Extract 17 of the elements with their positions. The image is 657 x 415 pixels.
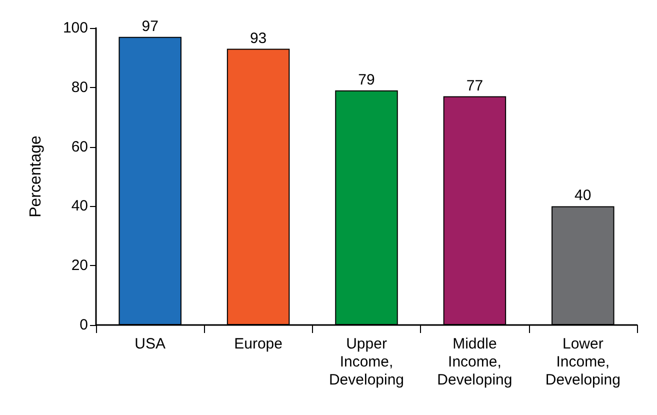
x-tick-label: Upper Income, Developing <box>328 336 404 388</box>
data-label: 93 <box>250 30 267 47</box>
x-tick-label: Middle Income, Developing <box>437 336 512 388</box>
y-tick-label: 80 <box>71 78 88 96</box>
data-label: 77 <box>466 77 484 94</box>
data-label: 97 <box>142 18 158 35</box>
y-tick-label: 0 <box>80 316 88 334</box>
data-label: 40 <box>574 187 592 204</box>
y-tick-label: 20 <box>71 257 88 274</box>
y-tick-label: 100 <box>62 20 88 36</box>
y-tick-label: 40 <box>71 198 88 215</box>
x-tick-label: Europe <box>234 336 282 352</box>
data-label: 79 <box>358 71 375 88</box>
x-tick-label: USA <box>134 336 166 352</box>
y-axis-title: Percentage <box>28 135 44 218</box>
x-tick-label: Lower Income, Developing <box>545 336 620 388</box>
y-tick-label: 60 <box>71 138 88 156</box>
